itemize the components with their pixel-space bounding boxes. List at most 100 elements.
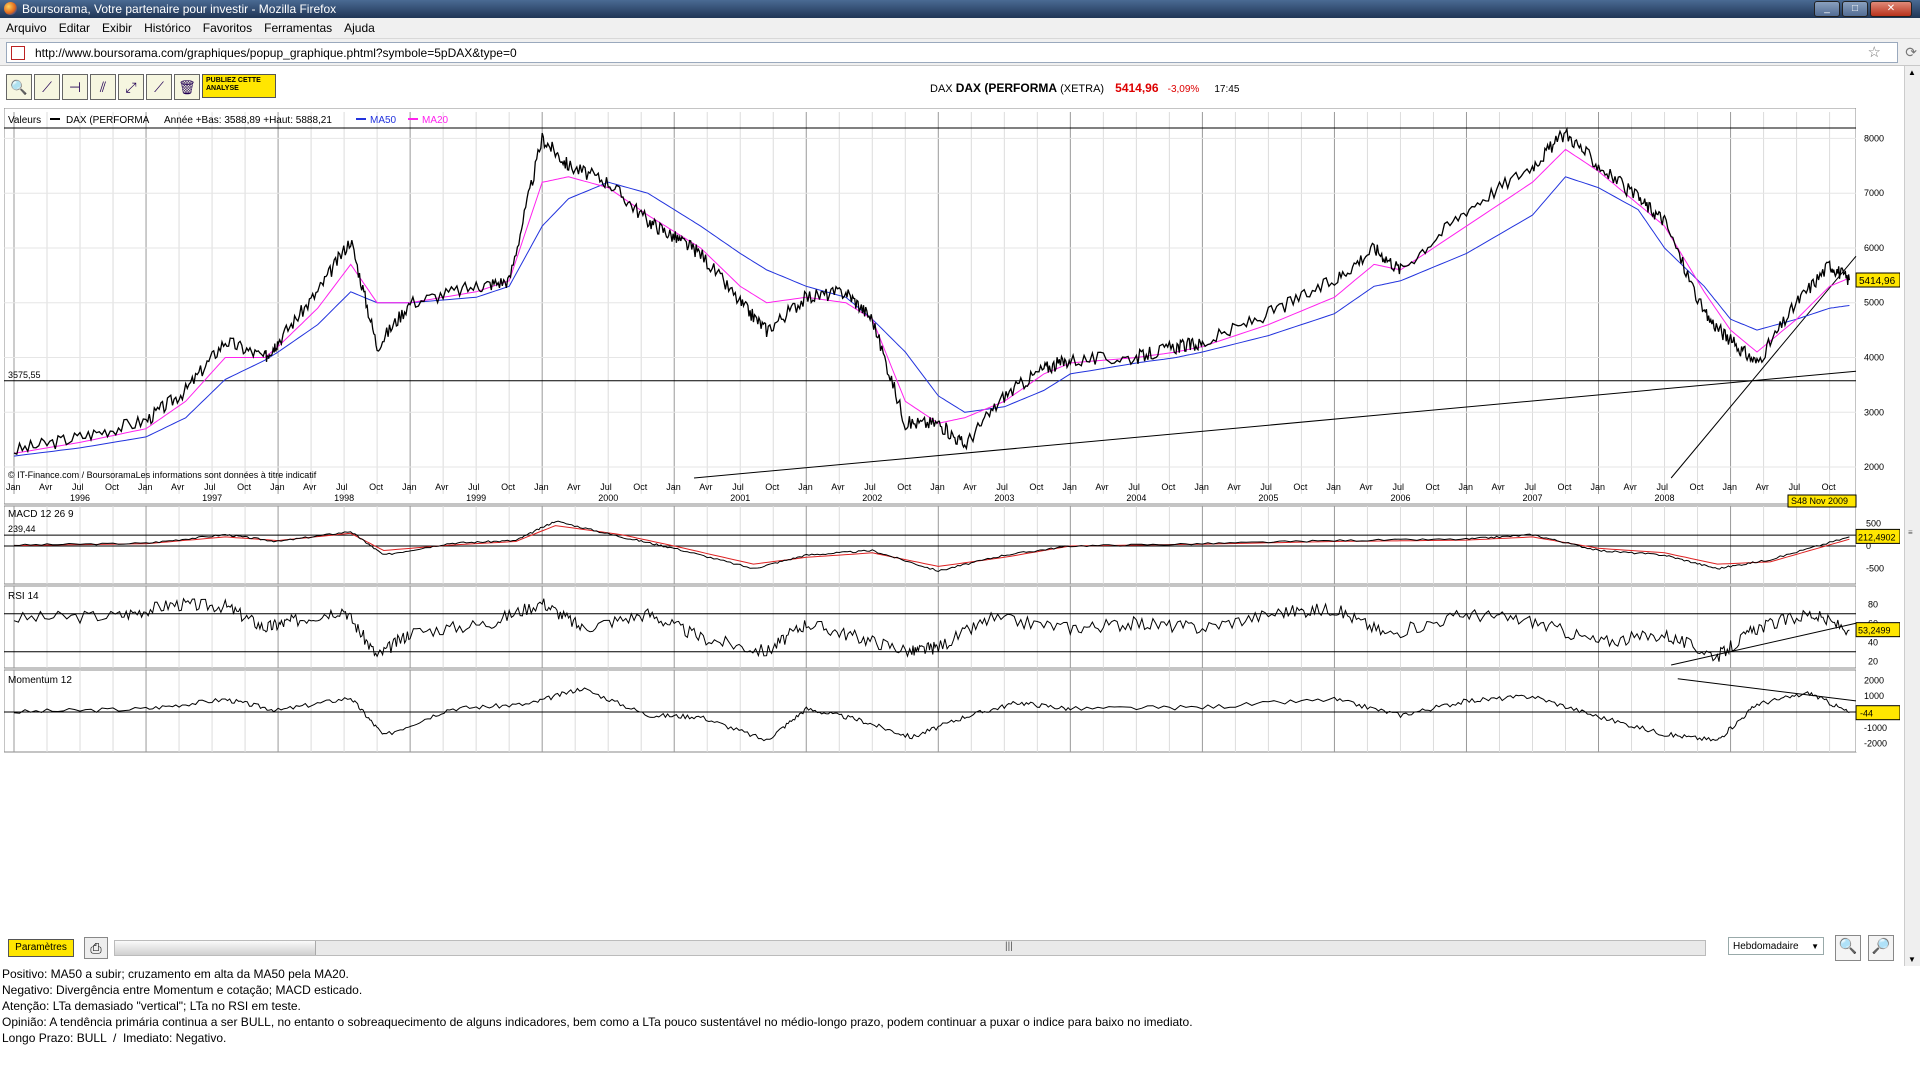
x-tick-month: Avr	[303, 482, 316, 492]
x-tick-month: Avr	[963, 482, 976, 492]
note-attention: Atenção: LTa demasiado "vertical"; LTa n…	[2, 999, 301, 1013]
last-price-tag-text: 5414,96	[1859, 276, 1896, 287]
x-tick-month: Jan	[534, 482, 549, 492]
x-tick-month: Oct	[1029, 482, 1044, 492]
x-tick-month: Jan	[1458, 482, 1473, 492]
dax-chart-svg[interactable]: Jan Avr Jul Oct 1996 Jan Avr Jul Oct 1997 Jan Avr Ju…	[3, 107, 1901, 928]
x-tick-month: Jul	[1657, 482, 1669, 492]
window-title: Boursorama, Votre partenaire pour invest…	[22, 2, 337, 16]
firefox-icon	[4, 2, 17, 15]
url-field[interactable]: http://www.boursorama.com/graphiques/pop…	[6, 42, 1917, 63]
zoom-out-icon[interactable]: 🔍	[1835, 935, 1861, 961]
x-tick-month: Jul	[600, 482, 612, 492]
publish-analysis-button[interactable]: PUBLIEZ CETTE ANALYSE	[202, 74, 276, 98]
note-positive: Positivo: MA50 a subir; cruzamento em al…	[2, 967, 349, 981]
x-tick-month: Jan	[1194, 482, 1209, 492]
zoom-tool-icon[interactable]: 🔍	[6, 74, 32, 100]
x-tick-month: Jan	[666, 482, 681, 492]
copyright-text: © IT-Finance.com / BoursoramaLes informa…	[8, 470, 317, 480]
macd-y-tick: -500	[1866, 564, 1884, 574]
bookmark-star-icon[interactable]: ☆	[1867, 44, 1881, 61]
site-favicon	[11, 46, 25, 60]
legend-series: DAX (PERFORMA	[66, 115, 150, 126]
menu-ferramentas[interactable]: Ferramentas	[264, 21, 333, 35]
x-tick-month: Jul	[204, 482, 216, 492]
reload-icon[interactable]: ⟳	[1905, 44, 1917, 60]
trash-icon[interactable]: 🗑	[174, 74, 200, 100]
x-tick-month: Oct	[501, 482, 516, 492]
quote-header: DAX DAX (PERFORMA (XETRA) 5414,96 -3,09%…	[930, 81, 1239, 95]
y-tick-label: 5000	[1864, 298, 1884, 308]
scroll-down-icon[interactable]: ▼	[1908, 955, 1916, 964]
menu-editar[interactable]: Editar	[58, 21, 91, 35]
rsi-panel-frame	[3, 585, 1857, 669]
x-tick-month: Jul	[1260, 482, 1272, 492]
y-tick-label: 8000	[1864, 133, 1884, 143]
menu-ajuda[interactable]: Ajuda	[344, 21, 375, 35]
x-tick-month: Oct	[1161, 482, 1176, 492]
chart-scrollbar[interactable]: |||	[114, 940, 1706, 956]
fibonacci-tool-icon[interactable]: ⤢	[118, 74, 144, 100]
menu-arquivo[interactable]: Arquivo	[6, 21, 47, 35]
y-tick-label: 4000	[1864, 353, 1884, 363]
zoom-in-icon[interactable]: 🔎	[1868, 935, 1894, 961]
macd-last-tag-text: 212,4902	[1858, 532, 1896, 542]
x-tick-month: Oct	[237, 482, 252, 492]
x-tick-year: 2001	[730, 493, 750, 503]
quote-code: DAX	[930, 83, 953, 95]
menu-historico[interactable]: Histórico	[144, 21, 191, 35]
x-tick-month: Oct	[1293, 482, 1308, 492]
macd-y-tick: 0	[1866, 541, 1871, 551]
legend-ma50: MA50	[370, 115, 397, 126]
menu-favoritos[interactable]: Favoritos	[202, 21, 253, 35]
macd-level-label: 239,44	[8, 524, 36, 534]
fan-tool-icon[interactable]: ⟋	[146, 74, 172, 100]
y-tick-label: 6000	[1864, 243, 1884, 253]
macd-panel-frame	[3, 505, 1857, 585]
chart-area: Jan Avr Jul Oct 1996 Jan Avr Jul Oct 1997 Jan Avr Ju…	[3, 107, 1901, 931]
x-tick-year: 2008	[1655, 493, 1675, 503]
url-text[interactable]: http://www.boursorama.com/graphiques/pop…	[35, 46, 517, 60]
axis-background	[1856, 108, 1900, 752]
x-tick-month: Jan	[1326, 482, 1341, 492]
quote-time: 17:45	[1214, 84, 1240, 95]
ma50-line	[13, 176, 1850, 457]
x-tick-year: 2003	[994, 493, 1014, 503]
y-tick-label: 3000	[1864, 407, 1884, 417]
print-icon[interactable]: ⎙	[84, 937, 108, 959]
menu-exibir[interactable]: Exibir	[102, 21, 133, 35]
momentum-title: Momentum 12	[8, 675, 72, 686]
horizontal-line-tool-icon[interactable]: ⊣	[62, 74, 88, 100]
momentum-y-tick: -1000	[1864, 723, 1887, 733]
x-tick-month: Jan	[798, 482, 813, 492]
close-button[interactable]: ✕	[1870, 1, 1912, 17]
vertical-scrollbar[interactable]: ▲ ≡ ▼	[1904, 66, 1920, 966]
y-tick-label: 2000	[1864, 462, 1884, 472]
maximize-button[interactable]: □	[1842, 1, 1868, 17]
x-tick-month: Jul	[996, 482, 1008, 492]
momentum-line	[13, 687, 1850, 742]
x-tick-month: Avr	[1095, 482, 1108, 492]
momentum-y-tick: 1000	[1864, 691, 1884, 701]
period-select[interactable]: Hebdomadaire	[1728, 937, 1824, 956]
parameters-button[interactable]: Paramètres	[8, 939, 74, 957]
x-tick-year: 1998	[334, 493, 354, 503]
x-tick-month: Oct	[105, 482, 120, 492]
minimize-button[interactable]: _	[1814, 1, 1840, 17]
channel-tool-icon[interactable]: ⫽	[90, 74, 116, 100]
x-tick-month: Oct	[369, 482, 384, 492]
rsi-title: RSI 14	[8, 591, 39, 602]
momentum-y-tick: -2000	[1864, 739, 1887, 749]
macd-y-tick: 500	[1866, 518, 1881, 528]
x-tick-year: 2005	[1258, 493, 1278, 503]
trendline-tool-icon[interactable]: ⟋	[34, 74, 60, 100]
quote-name: DAX (PERFORMA	[955, 81, 1058, 95]
x-tick-year: 1997	[202, 493, 222, 503]
x-tick-year: 2006	[1390, 493, 1410, 503]
scroll-grip-icon: |||	[1005, 941, 1013, 952]
x-tick-month: Oct	[633, 482, 648, 492]
scroll-thumb[interactable]	[115, 941, 316, 955]
x-tick-month: Jan	[1723, 482, 1738, 492]
scroll-up-icon[interactable]: ▲	[1908, 68, 1916, 77]
x-tick-month: Jul	[336, 482, 348, 492]
